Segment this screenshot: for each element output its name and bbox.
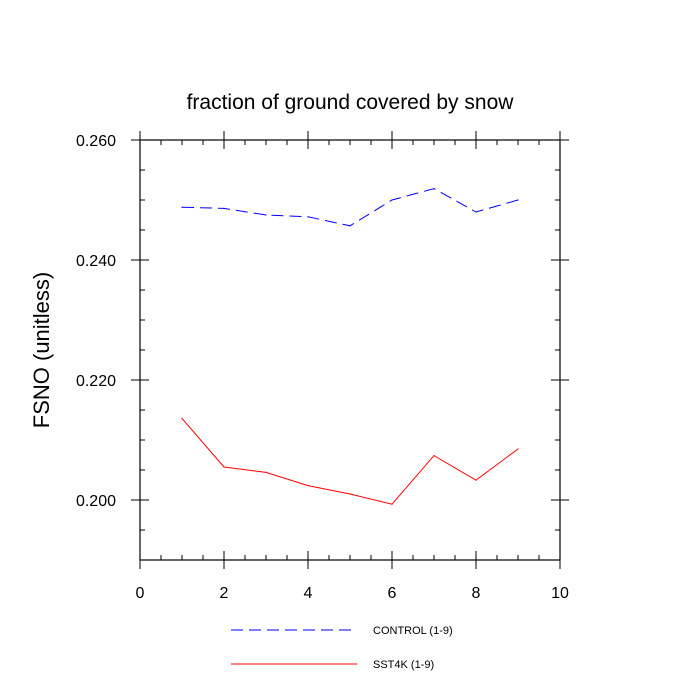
data-point	[517, 199, 519, 201]
data-point	[433, 188, 435, 190]
y-tick-label: 0.200	[76, 493, 116, 510]
y-tick-label: 0.220	[76, 373, 116, 390]
series-line-0	[181, 188, 519, 227]
data-point	[475, 479, 477, 481]
data-point	[181, 206, 183, 208]
data-point	[223, 207, 225, 209]
data-point	[265, 214, 267, 216]
y-tick-label: 0.260	[76, 133, 116, 150]
data-point	[265, 471, 267, 473]
data-point	[307, 485, 309, 487]
x-tick-label: 10	[551, 585, 569, 602]
legend-label-0: CONTROL (1-9)	[373, 625, 453, 637]
data-point	[391, 199, 393, 201]
x-tick-label: 2	[220, 585, 229, 602]
data-point	[181, 417, 183, 419]
y-axis-label: FSNO (unitless)	[29, 272, 54, 428]
plot-frame	[139, 139, 561, 561]
x-tick-label: 8	[472, 585, 481, 602]
data-point	[391, 503, 393, 505]
x-tick-label: 6	[388, 585, 397, 602]
x-tick-label: 4	[304, 585, 313, 602]
data-point	[223, 466, 225, 468]
legend-label-1: SST4K (1-9)	[373, 659, 434, 671]
data-point	[349, 225, 351, 227]
data-point	[517, 448, 519, 450]
series-line-1	[181, 418, 519, 505]
data-point	[433, 455, 435, 457]
data-point	[349, 493, 351, 495]
series-layer	[181, 188, 519, 505]
legend: CONTROL (1-9) SST4K (1-9)	[231, 625, 453, 671]
data-point	[475, 211, 477, 213]
axes: 0 2 4 6 8 10 0.200 0.220 0.240 0.260	[76, 131, 569, 602]
x-tick-label: 0	[136, 585, 145, 602]
y-tick-label: 0.240	[76, 253, 116, 270]
chart-title: fraction of ground covered by snow	[187, 91, 515, 114]
data-point	[307, 216, 309, 218]
